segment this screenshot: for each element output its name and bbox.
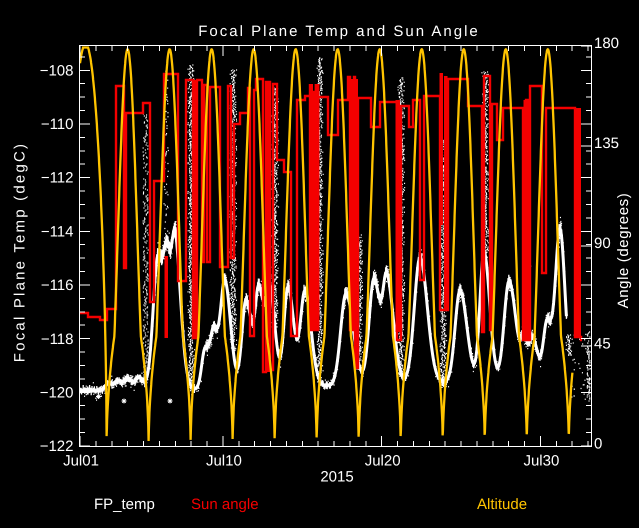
svg-text:Focal Plane Temp and Sun Angle: Focal Plane Temp and Sun Angle <box>198 23 480 40</box>
svg-text:Angle (degrees): Angle (degrees) <box>615 193 632 309</box>
svg-text:Jul10: Jul10 <box>206 452 242 469</box>
svg-text:135: 135 <box>594 135 619 152</box>
svg-text:−118: −118 <box>41 331 74 348</box>
svg-text:−108: −108 <box>40 62 74 79</box>
svg-text:Altitude: Altitude <box>477 496 527 513</box>
svg-text:Jul30: Jul30 <box>523 452 559 469</box>
svg-text:−112: −112 <box>41 170 74 187</box>
svg-text:Jul20: Jul20 <box>365 452 401 469</box>
svg-text:45: 45 <box>594 335 611 352</box>
svg-text:FP_temp: FP_temp <box>94 496 155 513</box>
svg-text:Sun angle: Sun angle <box>191 496 259 513</box>
svg-text:90: 90 <box>594 235 611 252</box>
svg-text:Focal Plane Temp (degC): Focal Plane Temp (degC) <box>12 142 29 362</box>
svg-text:0: 0 <box>594 435 602 452</box>
svg-text:−110: −110 <box>41 116 74 133</box>
svg-text:180: 180 <box>594 35 619 52</box>
svg-text:−120: −120 <box>40 384 74 401</box>
svg-text:−116: −116 <box>41 277 74 294</box>
svg-text:−114: −114 <box>41 223 74 240</box>
svg-text:2015: 2015 <box>320 468 353 485</box>
svg-text:−122: −122 <box>40 438 74 455</box>
svg-text:Jul01: Jul01 <box>63 452 99 469</box>
